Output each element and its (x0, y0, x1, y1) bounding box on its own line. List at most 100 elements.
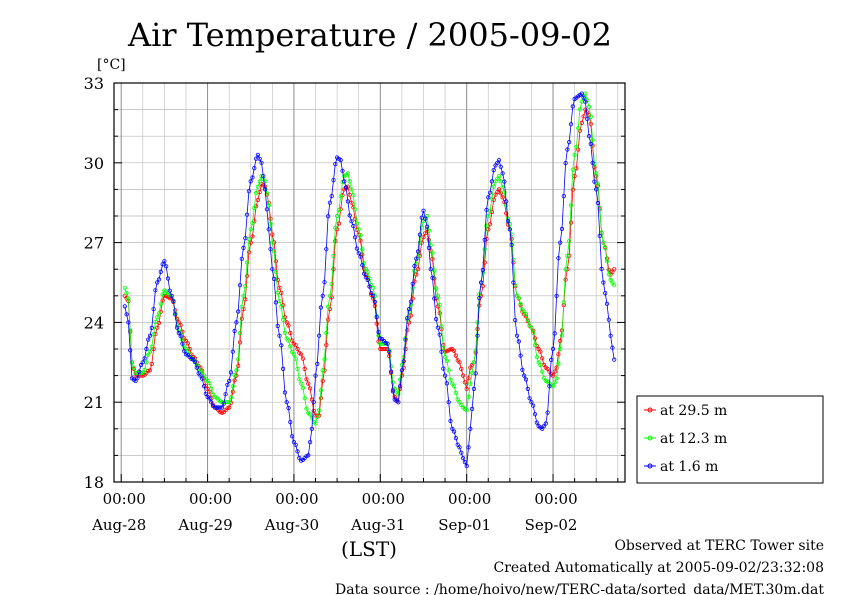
data-point (419, 225, 424, 230)
data-point (349, 219, 354, 224)
data-point (318, 305, 323, 310)
data-point (164, 264, 169, 269)
data-point (277, 333, 282, 338)
data-point (239, 316, 244, 321)
data-point (311, 400, 316, 405)
data-point (448, 377, 453, 382)
data-point (437, 310, 442, 316)
data-point (550, 346, 556, 352)
data-point (520, 367, 525, 372)
data-point (556, 361, 561, 366)
y-tick-label: 18 (84, 473, 104, 492)
data-point (307, 412, 313, 417)
data-point (408, 313, 413, 318)
data-point (437, 302, 442, 307)
data-point (428, 267, 433, 272)
data-point (475, 320, 480, 325)
x-tick-time-label: 00:00 (448, 490, 491, 508)
data-point (279, 343, 284, 348)
data-point (509, 242, 514, 247)
data-point (507, 221, 512, 227)
data-point (259, 160, 264, 165)
data-point (370, 285, 376, 290)
data-point (424, 224, 430, 229)
data-point (439, 324, 444, 329)
data-point (432, 268, 437, 273)
data-point (203, 391, 208, 396)
data-point (270, 267, 275, 272)
data-point (558, 346, 563, 352)
data-point (559, 226, 565, 232)
data-point (397, 384, 403, 389)
data-point (606, 317, 611, 322)
data-point (286, 323, 291, 328)
data-point (178, 334, 183, 339)
data-point (468, 426, 473, 431)
data-point (500, 171, 505, 176)
data-point (218, 405, 223, 410)
data-point (426, 245, 431, 250)
data-point (511, 280, 516, 285)
data-point (241, 293, 246, 298)
data-point (266, 203, 271, 208)
data-point (309, 416, 314, 421)
data-point (227, 405, 232, 410)
data-point (459, 450, 464, 455)
data-point (579, 91, 584, 96)
data-point (451, 429, 457, 434)
data-point (293, 343, 298, 348)
legend: at 29.5 m at 12.3 m at 1.6 m (636, 395, 824, 484)
data-point (340, 168, 345, 173)
data-point (325, 317, 331, 322)
x-tick-time-label: 00:00 (189, 490, 232, 508)
data-point (514, 333, 520, 338)
data-point (347, 213, 352, 218)
data-point (610, 345, 615, 350)
data-point (307, 439, 313, 445)
data-point (565, 253, 570, 258)
data-point (320, 368, 325, 373)
data-point (507, 227, 512, 232)
data-point (586, 134, 592, 139)
data-point (297, 377, 302, 382)
data-point (246, 250, 251, 255)
data-point (131, 365, 136, 370)
data-point (522, 373, 527, 378)
data-point (558, 338, 563, 344)
data-point (576, 126, 581, 131)
data-point (523, 377, 529, 382)
data-point (608, 333, 613, 338)
data-point (441, 345, 446, 351)
data-point (448, 418, 453, 424)
data-point (442, 354, 448, 360)
data-point (480, 283, 485, 289)
data-point (277, 285, 282, 290)
data-point (315, 414, 320, 419)
data-point (360, 247, 365, 252)
data-point (200, 376, 205, 381)
data-point (352, 216, 358, 221)
data-point (313, 373, 318, 378)
data-point (243, 283, 248, 289)
data-point (594, 171, 599, 176)
data-point (525, 386, 530, 391)
legend-label: at 12.3 m (660, 431, 727, 447)
data-point (241, 245, 246, 250)
y-tick-label: 33 (84, 74, 104, 93)
data-point (356, 251, 361, 256)
data-point (282, 330, 287, 335)
data-point (561, 300, 566, 305)
x-day-label: Sep-02 (525, 516, 578, 534)
data-point (540, 356, 545, 361)
data-point (250, 234, 255, 239)
data-point (466, 394, 471, 399)
data-point (554, 293, 559, 298)
data-point (487, 208, 493, 213)
data-point (331, 253, 336, 258)
data-point (396, 400, 401, 405)
data-point (356, 227, 361, 232)
data-point (550, 373, 556, 378)
data-point (298, 381, 304, 386)
data-point (567, 140, 572, 145)
